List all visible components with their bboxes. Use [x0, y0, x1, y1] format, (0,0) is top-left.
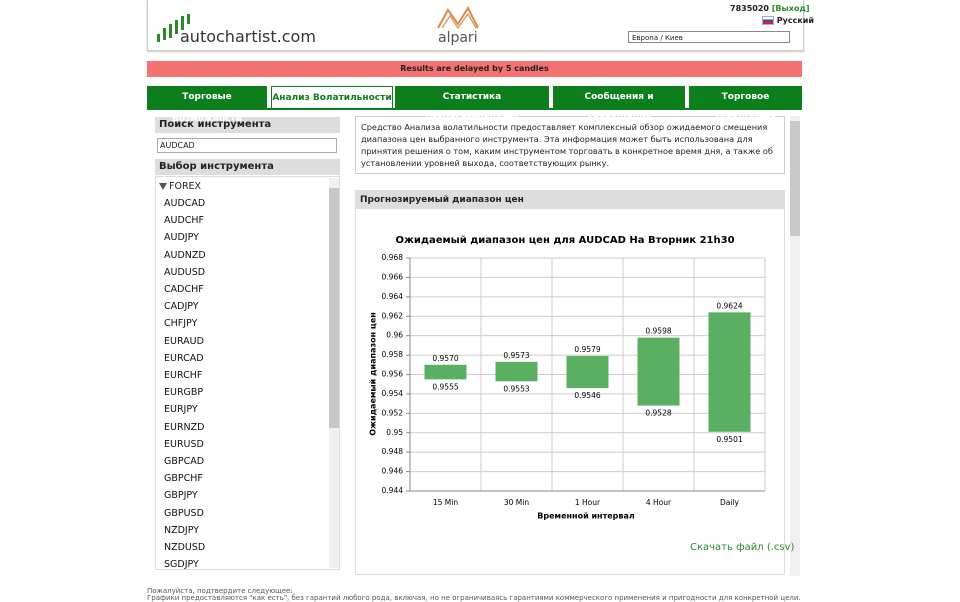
range-bar	[424, 364, 467, 380]
low-label: 0.9501	[716, 435, 742, 444]
language[interactable]: Русский	[762, 16, 814, 25]
logo: autochartist.com	[180, 27, 316, 46]
y-tick-label: 0.954	[382, 389, 404, 398]
logo-icon	[157, 14, 190, 42]
high-label: 0.9624	[716, 301, 742, 310]
account: 7835020 [Выход]	[730, 4, 810, 13]
y-tick-label: 0.946	[382, 467, 404, 476]
x-axis-label: Временной интервал	[537, 512, 635, 521]
instrument[interactable]: AUDCHF	[164, 215, 205, 227]
instrument[interactable]: EURCHF	[164, 370, 203, 381]
search-input[interactable]: AUDCAD	[157, 138, 337, 153]
x-tick-label: 30 Min	[504, 498, 529, 507]
partner-icon	[437, 5, 479, 30]
high-label: 0.9598	[645, 327, 671, 336]
x-tick-label: 1 Hour	[575, 498, 601, 507]
footer-notice: Пожалуйста, подтвердите следующее:	[147, 587, 293, 595]
y-tick-label: 0.958	[382, 350, 404, 359]
y-tick-label: 0.966	[382, 272, 404, 281]
y-tick-label: 0.96	[386, 331, 403, 340]
timezone-select[interactable]: Европа / Киев	[628, 31, 790, 43]
list-scrollbar[interactable]	[329, 178, 339, 568]
x-tick-label: Daily	[720, 498, 740, 507]
x-tick-label: 15 Min	[433, 498, 458, 507]
instrument[interactable]: CHFJPY	[164, 318, 198, 330]
low-label: 0.9553	[503, 384, 529, 393]
instrument[interactable]: SGDJPY	[164, 559, 199, 571]
instrument[interactable]: AUDUSD	[164, 266, 206, 278]
y-tick-label: 0.968	[382, 253, 404, 262]
instrument[interactable]: NZDUSD	[164, 542, 206, 553]
y-tick-label: 0.956	[382, 370, 404, 379]
chart-title: Ожидаемый диапазон цен для AUDCAD На Вто…	[395, 235, 734, 246]
y-tick-label: 0.962	[382, 311, 404, 320]
low-label: 0.9546	[574, 391, 600, 400]
account-id: 7835020	[730, 4, 769, 13]
delay-banner: Results are delayed by 5 candles	[147, 61, 802, 77]
instrument[interactable]: EURAUD	[164, 335, 204, 347]
range-bar	[637, 337, 680, 406]
y-tick-label: 0.964	[382, 292, 404, 301]
low-label: 0.9555	[432, 382, 458, 391]
instrument[interactable]: NZDJPY	[164, 524, 200, 536]
y-axis-label: Ожидаемый диапазон цен	[369, 312, 378, 436]
expand-icon	[159, 183, 167, 190]
download-link[interactable]: Скачать файл (.csv)	[690, 542, 795, 553]
tab[interactable]: Торговое сообщество	[689, 86, 802, 124]
footer-disclaimer: Графики предоставляются "как есть", без …	[147, 594, 802, 602]
range-bar	[495, 361, 538, 382]
instrument[interactable]: GBPCAD	[164, 456, 205, 467]
instrument[interactable]: EURJPY	[164, 404, 198, 416]
instrument[interactable]: GBPCHF	[164, 473, 203, 485]
search-title: Поиск инструмента	[155, 117, 340, 133]
select-title: Выбор инструмента	[155, 159, 340, 175]
instrument[interactable]: EURUSD	[164, 438, 204, 450]
language-label: Русский	[776, 16, 814, 25]
chart: Ожидаемый диапазон цен для AUDCAD На Вто…	[369, 235, 766, 521]
tab[interactable]: Торговые Возможности	[147, 86, 267, 124]
range-bar	[566, 356, 609, 389]
instrument[interactable]: AUDCAD	[164, 198, 206, 209]
instrument-list	[155, 176, 340, 570]
instrument[interactable]: EURNZD	[164, 421, 205, 433]
chart-panel: Прогнозируемый диапазон цен	[355, 190, 785, 575]
instrument[interactable]: GBPUSD	[164, 507, 204, 519]
instrument[interactable]: AUDJPY	[164, 232, 199, 244]
high-label: 0.9579	[574, 345, 600, 354]
y-tick-label: 0.944	[382, 486, 404, 495]
tab[interactable]: Сообщения и оповещения	[553, 86, 685, 124]
partner-logo: alpari	[438, 30, 478, 46]
tab[interactable]: Статистика Результативности	[395, 86, 549, 124]
group-label[interactable]: FOREX	[169, 181, 202, 192]
instrument[interactable]: GBPJPY	[164, 490, 198, 502]
header	[147, 0, 804, 51]
logout[interactable]: [Выход]	[771, 4, 810, 13]
page-scrollbar[interactable]	[790, 116, 800, 576]
y-tick-label: 0.952	[382, 408, 404, 417]
y-tick-label: 0.948	[382, 447, 404, 456]
instrument[interactable]: CADJPY	[164, 301, 199, 313]
panel-title: Прогнозируемый диапазон цен	[356, 191, 784, 209]
instrument[interactable]: CADCHF	[164, 284, 204, 295]
instrument[interactable]: AUDNZD	[164, 249, 206, 261]
high-label: 0.9570	[432, 354, 458, 363]
flag	[762, 16, 774, 25]
low-label: 0.9528	[645, 409, 671, 418]
x-tick-label: 4 Hour	[646, 498, 672, 507]
instrument[interactable]: EURCAD	[164, 352, 204, 364]
instrument[interactable]: EURGBP	[164, 387, 204, 399]
y-tick-label: 0.95	[386, 428, 403, 437]
tab-underline	[147, 108, 802, 110]
description: Средство Анализа волатильности предостав…	[355, 116, 785, 174]
range-bar	[708, 312, 751, 432]
high-label: 0.9573	[503, 351, 529, 360]
tab[interactable]: Анализ Волатильности	[271, 86, 393, 108]
